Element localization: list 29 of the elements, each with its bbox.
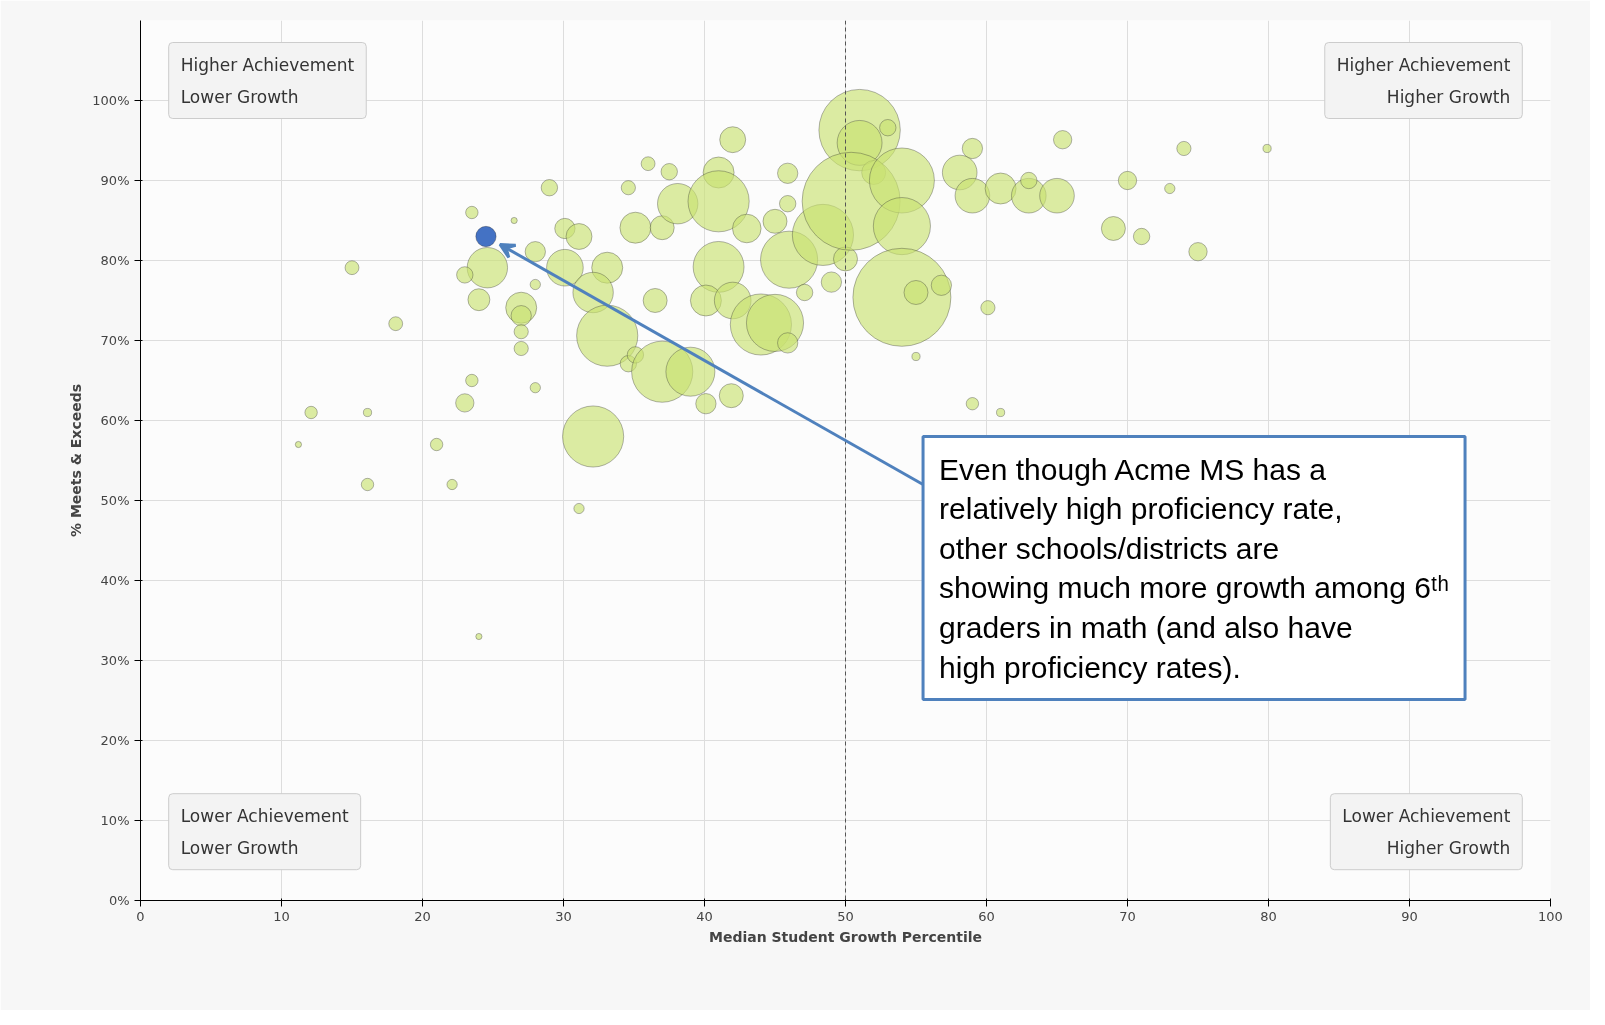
x-axis-title: Median Student Growth Percentile — [708, 928, 983, 945]
y-tick-label: 50% — [100, 493, 130, 508]
x-tick-label: 60 — [978, 908, 995, 924]
x-tick-label: 0 — [136, 908, 145, 924]
y-tick-label: 60% — [100, 413, 130, 428]
x-tick-label: 90 — [1401, 908, 1418, 924]
y-tick-label: 70% — [100, 333, 130, 348]
annotation: Lower Achievement Higher Growth — [1342, 805, 1511, 858]
y-tick-label: 90% — [100, 173, 130, 188]
y-tick-label: 0% — [108, 893, 130, 908]
y-tick-label: 20% — [100, 733, 130, 748]
x-tick-label: 10 — [273, 908, 290, 924]
y-tick-label: 80% — [100, 253, 130, 268]
x-tick-label: 100 — [1538, 908, 1563, 924]
x-tick-label: 40 — [696, 908, 713, 924]
x-tick-label: 30 — [555, 908, 572, 924]
y-axis-title: % Meets & Exceeds — [68, 383, 85, 538]
y-tick-label: 30% — [100, 653, 130, 668]
annotation: Higher Achievement Higher Growth — [1336, 54, 1511, 107]
x-tick-label: 80 — [1260, 908, 1277, 924]
x-tick-label: 50 — [837, 908, 854, 924]
y-tick-label: 10% — [100, 813, 130, 828]
annotation: Even though Acme MS has a relatively high proficiency rate, other schools/districts are showing much more growth among 6ᵗʰ graders in math (and also have high proficiency rates). — [939, 452, 1450, 684]
y-tick-label: 100% — [92, 93, 130, 108]
annotation: Lower Achievement Lower Growth — [180, 805, 349, 858]
annotation: Higher Achievement Lower Growth — [180, 54, 355, 107]
x-tick-label: 20 — [414, 908, 431, 924]
x-tick-label: 70 — [1119, 908, 1136, 924]
y-tick-label: 40% — [100, 573, 130, 588]
